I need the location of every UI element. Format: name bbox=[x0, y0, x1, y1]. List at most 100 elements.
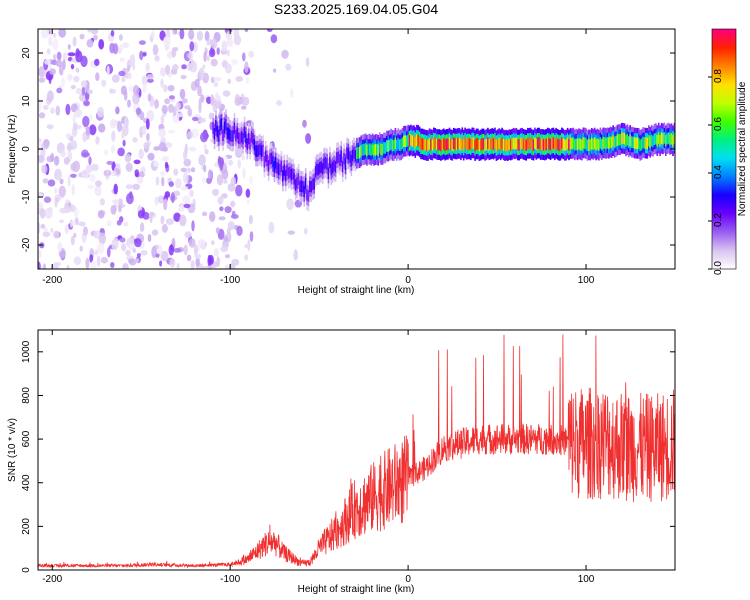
heatmap-noise-cell bbox=[173, 248, 182, 253]
heatmap-noise-cell bbox=[123, 221, 129, 227]
heatmap-noise-cell bbox=[273, 68, 277, 73]
heatmap-noise-cell bbox=[72, 160, 81, 173]
heatmap-ridge-cell bbox=[498, 137, 501, 150]
heatmap-ridge-cell bbox=[636, 137, 639, 150]
heatmap-noise-cell bbox=[121, 132, 125, 139]
heatmap-ridge-cell bbox=[423, 138, 425, 151]
heatmap-noise-cell bbox=[160, 250, 169, 262]
heatmap-noise-cell bbox=[224, 206, 232, 214]
heatmap-noise-cell bbox=[75, 50, 83, 63]
heatmap-ridge-cell bbox=[488, 139, 491, 151]
heatmap-ridge-cell bbox=[653, 133, 656, 145]
heatmap-noise-cell bbox=[164, 191, 171, 198]
heatmap-ridge-cell bbox=[534, 137, 536, 149]
heatmap-noise-cell bbox=[204, 149, 209, 155]
heatmap-noise-cell bbox=[194, 253, 202, 259]
heatmap-ridge-cell bbox=[292, 168, 294, 180]
heatmap-noise-cell bbox=[221, 193, 228, 199]
heatmap-ridge-cell bbox=[460, 139, 462, 151]
heatmap-ridge-cell bbox=[618, 133, 620, 146]
heatmap-ridge-cell bbox=[599, 137, 602, 149]
heatmap-noise-cell bbox=[294, 199, 302, 208]
heatmap-ridge-cell bbox=[650, 134, 653, 147]
heatmap-noise-cell bbox=[227, 183, 236, 192]
heatmap-ridge-cell bbox=[475, 138, 478, 150]
heatmap-ridge-cell bbox=[277, 163, 280, 176]
heatmap-ridge-cell bbox=[467, 138, 469, 150]
heatmap-ridge-cell bbox=[252, 132, 254, 145]
heatmap-noise-cell bbox=[81, 169, 90, 179]
heatmap-ridge-cell bbox=[514, 138, 516, 150]
heatmap-noise-cell bbox=[229, 200, 236, 208]
heatmap-noise-cell bbox=[161, 176, 165, 187]
heatmap-noise-cell bbox=[109, 88, 117, 94]
heatmap-ridge-cell bbox=[524, 139, 526, 151]
heatmap-ridge-cell bbox=[340, 150, 343, 163]
heatmap-ridge-cell bbox=[477, 138, 479, 150]
heatmap-ridge-cell bbox=[312, 178, 314, 191]
heatmap-noise-cell bbox=[38, 112, 46, 119]
heatmap-noise-cell bbox=[187, 131, 193, 139]
heatmap-noise-cell bbox=[193, 244, 198, 255]
heatmap-noise-cell bbox=[82, 152, 90, 158]
heatmap-noise-cell bbox=[198, 67, 205, 80]
heatmap-noise-cell bbox=[244, 254, 249, 261]
heatmap-noise-cell bbox=[96, 255, 101, 267]
snr-y-axis-label: SNR (10 * v/v) bbox=[7, 418, 18, 482]
heatmap-ridge-cell bbox=[666, 132, 669, 145]
heatmap-ridge-cell bbox=[222, 129, 224, 142]
heatmap-ridge-cell bbox=[433, 137, 435, 149]
heatmap-noise-cell bbox=[125, 184, 133, 190]
heatmap-noise-cell bbox=[106, 160, 113, 165]
heatmap-ridge-cell bbox=[593, 137, 596, 149]
heatmap-ridge-cell bbox=[485, 138, 488, 151]
heatmap-noise-cell bbox=[38, 138, 42, 143]
heatmap-noise-cell bbox=[111, 144, 115, 154]
heatmap-noise-cell bbox=[86, 39, 94, 48]
heatmap-noise-cell bbox=[248, 214, 253, 225]
y-tick-label: -10 bbox=[21, 189, 32, 204]
heatmap-ridge-cell bbox=[354, 150, 357, 162]
heatmap-noise-cell bbox=[226, 49, 230, 57]
heatmap-noise-cell bbox=[167, 85, 175, 92]
heatmap-noise-cell bbox=[67, 52, 76, 57]
heatmap-noise-cell bbox=[206, 54, 210, 62]
x-tick-label: -200 bbox=[42, 275, 62, 286]
heatmap-noise-cell bbox=[95, 136, 100, 145]
heatmap-noise-cell bbox=[168, 95, 175, 100]
heatmap-ridge-cell bbox=[230, 130, 233, 142]
heatmap-noise-cell bbox=[120, 85, 127, 96]
heatmap-ridge-cell bbox=[518, 139, 520, 151]
heatmap-noise-cell bbox=[164, 142, 173, 148]
heatmap-noise-cell bbox=[188, 146, 197, 152]
heatmap-ridge-cell bbox=[283, 164, 286, 176]
heatmap-ridge-cell bbox=[480, 139, 482, 151]
heatmap-noise-cell bbox=[85, 126, 91, 136]
heatmap-noise-cell bbox=[153, 160, 160, 167]
heatmap-ridge-cell bbox=[554, 139, 556, 151]
y-tick-label: 800 bbox=[21, 387, 32, 404]
heatmap-noise-cell bbox=[249, 174, 253, 185]
heatmap-noise-cell bbox=[116, 120, 123, 133]
heatmap-noise-cell bbox=[191, 128, 199, 139]
heatmap-noise-cell bbox=[135, 258, 140, 264]
heatmap-noise-cell bbox=[217, 196, 224, 205]
heatmap-noise-cell bbox=[67, 73, 73, 82]
heatmap-noise-cell bbox=[287, 230, 296, 235]
heatmap-ridge-cell bbox=[415, 134, 418, 146]
heatmap-noise-cell bbox=[106, 65, 110, 76]
heatmap-noise-cell bbox=[182, 195, 191, 204]
colorbar: 0.0 0.2 0.4 0.6 0.8 Normalized spectral ampl… bbox=[708, 28, 748, 275]
heatmap-noise-cell bbox=[194, 78, 200, 88]
heatmap-ridge-cell bbox=[615, 135, 617, 148]
heatmap-noise-cell bbox=[213, 248, 220, 258]
heatmap-noise-cell bbox=[160, 215, 165, 225]
heatmap-noise-cell bbox=[183, 203, 191, 209]
heatmap-noise-cell bbox=[245, 188, 251, 198]
y-tick-label: 0 bbox=[21, 567, 32, 573]
heatmap-ridge-cell bbox=[286, 164, 288, 176]
heatmap-ridge-cell bbox=[576, 139, 579, 151]
heatmap-noise-cell bbox=[178, 206, 185, 212]
heatmap-ridge-cell bbox=[454, 138, 456, 150]
